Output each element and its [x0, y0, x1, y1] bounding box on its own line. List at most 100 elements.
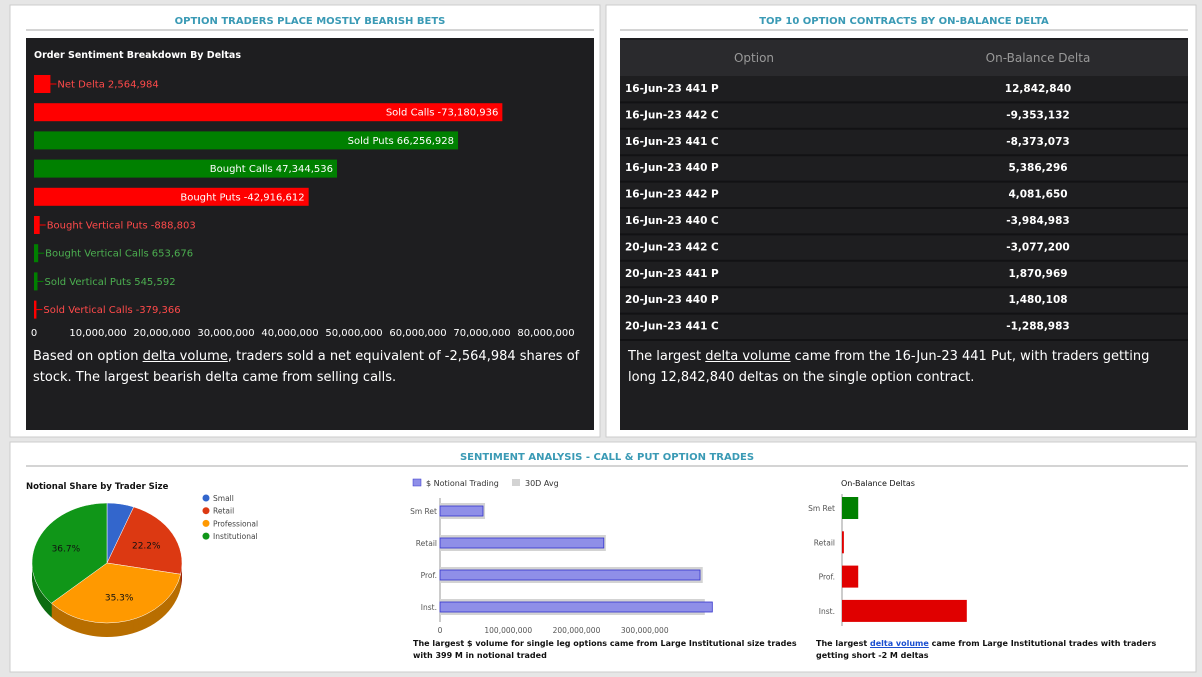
bar: [439, 601, 713, 613]
value-label: 545,592: [134, 277, 175, 288]
table-cell: 1,480,108: [1008, 294, 1067, 306]
y-tick-label: Prof.: [421, 571, 437, 580]
text: The largest $ volume for single leg opti…: [413, 639, 797, 660]
legend-marker: [202, 519, 210, 527]
table-cell: 16-Jun-23 441 P: [625, 83, 719, 95]
bar-label: Sold Vertical Calls -379,366: [43, 305, 180, 316]
x-tick-label: 20,000,000: [133, 328, 190, 339]
pie-slice: [31, 502, 108, 604]
category-label: Sold Puts: [348, 136, 394, 147]
bar: [842, 599, 967, 622]
legend-marker: [202, 494, 210, 502]
category-label: Sold Calls: [386, 108, 435, 119]
panel-title: TOP 10 OPTION CONTRACTS BY ON-BALANCE DE…: [759, 16, 1049, 27]
slice-label: 22.2%: [132, 541, 161, 551]
table-cell: -1,288,983: [1006, 321, 1069, 333]
text: , traders sold a net equivalent of -2,56…: [33, 349, 580, 385]
table-cell: 16-Jun-23 442 P: [625, 189, 719, 201]
slice-label: 35.3%: [105, 594, 134, 604]
bar: [439, 537, 605, 549]
value-label: 653,676: [152, 249, 193, 260]
value-label: -73,180,936: [437, 108, 498, 119]
summary: The largest delta volume came from Large…: [816, 638, 1186, 662]
bar: [34, 75, 51, 93]
category-label: Bought Vertical Puts: [47, 221, 148, 232]
chart-title: Notional Share by Trader Size: [26, 482, 169, 492]
bar-label: Bought Puts -42,916,612: [180, 192, 304, 203]
panel-title: OPTION TRADERS PLACE MOSTLY BEARISH BETS: [175, 16, 446, 27]
bar: [34, 300, 37, 319]
table-cell: 1,870,969: [1008, 268, 1067, 280]
bar: [439, 505, 484, 517]
table-header-cell: On-Balance Delta: [986, 51, 1091, 65]
table-cell: 4,081,650: [1008, 189, 1067, 201]
link[interactable]: delta volume: [142, 349, 228, 364]
legend-label: $ Notional Trading: [426, 479, 499, 488]
bar: [34, 159, 338, 178]
text: Based on option: [33, 349, 143, 364]
table-cell: 16-Jun-23 440 C: [625, 215, 719, 227]
table-cell: -9,353,132: [1006, 109, 1069, 121]
y-tick-label: Inst.: [819, 607, 835, 616]
value-label: 66,256,928: [397, 136, 454, 147]
legend-label: Professional: [213, 519, 258, 528]
text: came from Large Institutional trades wit…: [816, 639, 1157, 660]
pie-slice: [50, 562, 181, 624]
x-tick-label: 300,000,000: [621, 626, 669, 635]
category-label: Net Delta: [57, 80, 104, 91]
x-tick-label: 0: [31, 328, 37, 339]
x-tick-label: 50,000,000: [325, 328, 382, 339]
legend-label: Small: [213, 494, 234, 503]
x-tick-label: 200,000,000: [553, 626, 601, 635]
table-cell: 20-Jun-23 440 P: [625, 294, 719, 306]
legend-label: 30D Avg: [525, 479, 559, 488]
link[interactable]: delta volume: [869, 639, 929, 648]
legend-marker: [512, 479, 520, 486]
bar-label: Sold Vertical Puts 545,592: [44, 277, 175, 288]
table-cell: 5,386,296: [1008, 162, 1067, 174]
bar: [34, 244, 39, 263]
table-cell: 16-Jun-23 440 P: [625, 162, 719, 174]
summary: The largest $ volume for single leg opti…: [413, 638, 803, 662]
bar: [842, 531, 844, 554]
category-label: Bought Puts: [180, 192, 240, 203]
legend-label: Institutional: [213, 532, 258, 541]
text: came from the 16-Jun-23 441 Put, with tr…: [628, 349, 1150, 385]
link[interactable]: delta volume: [705, 349, 791, 364]
panel-title: SENTIMENT ANALYSIS - CALL & PUT OPTION T…: [460, 452, 754, 463]
table-cell: 16-Jun-23 441 C: [625, 136, 719, 148]
table-cell: 16-Jun-23 442 C: [625, 109, 719, 121]
bar-label: Bought Vertical Calls 653,676: [45, 249, 193, 260]
bar-label: Bought Vertical Puts -888,803: [47, 221, 196, 232]
table-cell: -3,984,983: [1006, 215, 1069, 227]
y-tick-label: Inst.: [421, 603, 437, 612]
bar: [34, 103, 503, 122]
panel: [9, 441, 1197, 673]
table-cell: 12,842,840: [1005, 83, 1071, 95]
x-tick-label: 10,000,000: [69, 328, 126, 339]
summary: Based on option delta volume, traders so…: [33, 346, 581, 388]
bar-label: Net Delta 2,564,984: [57, 80, 158, 91]
value-label: -379,366: [136, 305, 181, 316]
category-label: Sold Vertical Calls: [43, 305, 132, 316]
x-tick-label: 40,000,000: [261, 328, 318, 339]
chart-title: Order Sentiment Breakdown By Deltas: [34, 50, 241, 61]
pie-slice: [106, 506, 183, 575]
table-cell: 20-Jun-23 442 C: [625, 241, 719, 253]
y-tick-label: Retail: [814, 538, 835, 547]
bar: [439, 569, 701, 581]
category-label: Bought Vertical Calls: [45, 249, 149, 260]
bar: [34, 216, 40, 234]
bar: [842, 497, 859, 519]
bar: [34, 187, 309, 206]
table-cell: 20-Jun-23 441 C: [625, 321, 719, 333]
bar-label: Sold Puts 66,256,928: [348, 136, 454, 147]
category-label: Sold Vertical Puts: [44, 277, 131, 288]
value-label: -42,916,612: [244, 192, 305, 203]
x-tick-label: 0: [438, 626, 443, 635]
summary: The largest delta volume came from the 1…: [628, 346, 1176, 388]
y-tick-label: Prof.: [819, 573, 835, 582]
value-label: 2,564,984: [108, 80, 159, 91]
